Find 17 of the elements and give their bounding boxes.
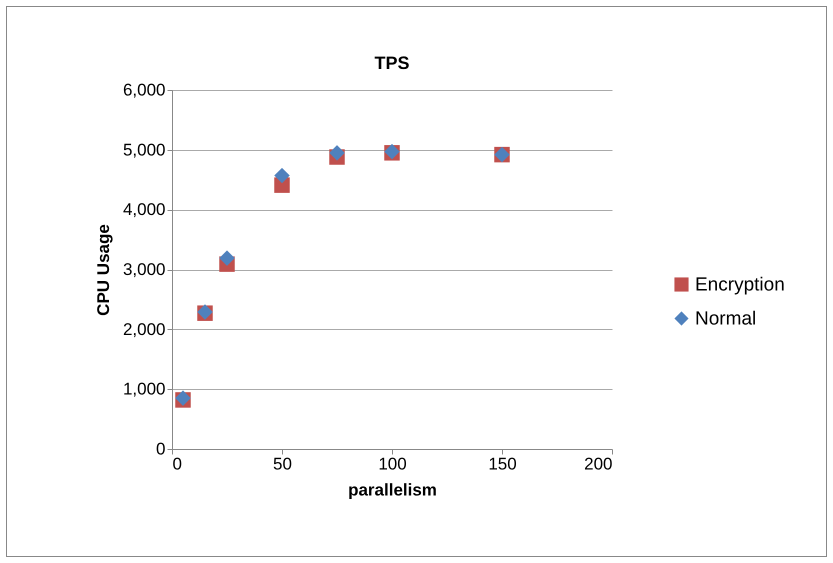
x-tick-label: 150 <box>488 454 517 474</box>
y-axis-title: CPU Usage <box>94 224 113 316</box>
x-tick-label: 100 <box>378 454 407 474</box>
chart-title: TPS <box>374 53 410 73</box>
legend-label: Encryption <box>695 274 785 296</box>
y-tick-label: 3,000 <box>122 260 166 279</box>
y-tick-label: 5,000 <box>122 140 166 160</box>
x-axis-title: parallelism <box>348 480 437 500</box>
x-tick-label: 50 <box>273 454 292 474</box>
legend-label: Normal <box>695 308 756 330</box>
y-tick-label: 1,000 <box>122 380 166 399</box>
y-tick-label: 0 <box>156 440 166 458</box>
y-tick-label: 4,000 <box>122 200 166 220</box>
y-tick-label: 2,000 <box>122 320 166 339</box>
y-tick-label: 6,000 <box>122 80 166 100</box>
x-tick-label: 200 <box>584 454 612 474</box>
x-tick-label: 0 <box>172 454 182 474</box>
